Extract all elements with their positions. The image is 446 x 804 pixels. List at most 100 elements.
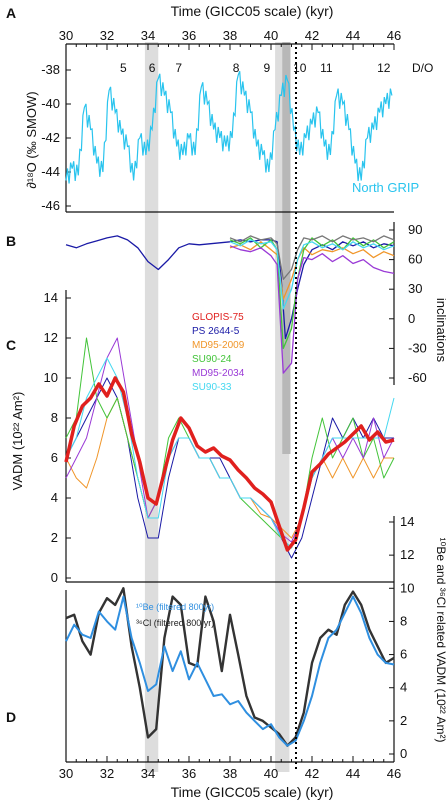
b-y-ticks: 90 60 30 0 -30 -60 [389, 222, 427, 385]
series-inclination-0 [65, 235, 395, 340]
bottom-tick-label: 40 [264, 766, 278, 781]
top-axis-ticks: 30 32 34 36 38 40 42 44 46 [59, 28, 401, 50]
bottom-tick-label: 44 [346, 766, 360, 781]
ngrip-label: North GRIP [352, 180, 419, 195]
shade-band-dark [282, 42, 291, 454]
do-event-label: 8 [233, 61, 240, 75]
top-tick-label: 36 [182, 28, 196, 43]
y-tick-label: 2 [51, 530, 58, 545]
panel-label-a: A [6, 5, 16, 21]
shaded-intervals [144, 42, 291, 772]
do-event-label: 7 [175, 61, 182, 75]
series-inclination-5 [229, 235, 395, 280]
do-event-label: 9 [264, 61, 271, 75]
panel-label-d: D [6, 709, 16, 725]
y-tick-label: 6 [400, 647, 407, 662]
top-tick-label: 42 [305, 28, 319, 43]
plot-a [65, 70, 393, 184]
be10-label: ¹⁰Be (filtered 800yr) [136, 602, 214, 612]
series-be10 [65, 595, 395, 747]
do-event-label: 5 [120, 61, 127, 75]
series-glopis-75 [64, 376, 395, 552]
y-tick-label: 10 [400, 580, 414, 595]
series-north-grip [65, 70, 393, 184]
top-tick-label: 38 [223, 28, 237, 43]
bottom-axis-ticks: 30 32 34 36 38 40 42 44 46 [59, 756, 401, 781]
do-event-label: 10 [293, 61, 307, 75]
y-tick-label: 0 [408, 311, 415, 326]
top-tick-label: 30 [59, 28, 73, 43]
series-ps 2644-5 [65, 377, 394, 559]
bottom-tick-label: 36 [182, 766, 196, 781]
bottom-tick-label: 38 [223, 766, 237, 781]
panel-label-b: B [6, 233, 16, 249]
y-tick-label: 60 [408, 252, 422, 267]
series-inclination-3 [229, 245, 395, 374]
y-tick-label: -42 [41, 130, 60, 145]
y-tick-label: -60 [408, 370, 427, 385]
legend-entry: PS 2644-5 [192, 326, 240, 337]
y-tick-label: 30 [408, 281, 422, 296]
series-md95-2009 [65, 397, 394, 539]
do-event-labels: 5 6 7 8 9 10 11 12 [120, 61, 391, 75]
y-tick-label: 12 [44, 330, 58, 345]
axis-label-d: ¹⁰Be and ³⁶Cl related VADM (10²² Am²) [434, 538, 446, 743]
y-tick-label: 0 [51, 570, 58, 585]
top-tick-label: 46 [387, 28, 401, 43]
top-axis-title: Time (GICC05 scale) (kyr) [171, 3, 334, 19]
y-tick-label: 8 [51, 410, 58, 425]
series-su90-33 [65, 357, 395, 549]
top-tick-label: 32 [100, 28, 114, 43]
legend-entry: GLOPIS-75 [192, 312, 244, 323]
series-inclination-1 [229, 241, 395, 300]
y-tick-label: -46 [41, 198, 60, 213]
legend-entry: MD95-2034 [192, 368, 245, 379]
d-y-ticks: 14 12 10 8 6 4 2 0 [65, 514, 414, 762]
axis-label-c: VADM (10²² Am²) [10, 392, 25, 491]
y-tick-label: -44 [41, 164, 60, 179]
do-header: D/O [412, 61, 433, 75]
bottom-axis-title: Time (GICC05 scale) (kyr) [171, 784, 334, 800]
do-event-label: 11 [320, 61, 333, 75]
top-tick-label: 34 [141, 28, 155, 43]
bottom-tick-label: 46 [387, 766, 401, 781]
y-tick-label: -38 [41, 62, 60, 77]
legend-entry: MD95-2009 [192, 340, 245, 351]
axis-label-b: inclinations [434, 298, 446, 363]
y-tick-label: 6 [51, 450, 58, 465]
y-tick-label: 0 [400, 746, 407, 761]
bottom-tick-label: 30 [59, 766, 73, 781]
bottom-tick-label: 42 [305, 766, 319, 781]
top-tick-label: 40 [264, 28, 278, 43]
bottom-tick-label: 32 [100, 766, 114, 781]
c-y-ticks: 14 12 10 8 6 4 2 0 [44, 290, 394, 585]
y-tick-label: 12 [400, 547, 414, 562]
y-tick-label: 14 [400, 514, 414, 529]
y-tick-label: 8 [400, 613, 407, 628]
shade-band-34 [144, 42, 159, 772]
plot-d [65, 587, 395, 747]
plot-b [65, 235, 395, 374]
plot-c [64, 337, 395, 559]
legend-entry: SU90-33 [192, 382, 232, 393]
a-y-ticks: -38 -40 -42 -44 -46 [41, 44, 394, 213]
y-tick-label: 4 [400, 680, 407, 695]
series-inclination-4 [229, 239, 395, 310]
do-event-label: 12 [377, 61, 391, 75]
legend-entry: SU90-24 [192, 354, 232, 365]
axis-label-a: ∂¹⁸O (‰ SMOW) [24, 91, 39, 188]
legend-c: GLOPIS-75 PS 2644-5 MD95-2009 SU90-24 MD95-2… [192, 312, 245, 393]
y-tick-label: 2 [400, 713, 407, 728]
y-tick-label: 14 [44, 290, 58, 305]
y-tick-label: -40 [41, 96, 60, 111]
y-tick-label: 4 [51, 490, 58, 505]
panel-label-c: C [6, 337, 16, 353]
y-tick-label: -30 [408, 340, 427, 355]
top-tick-label: 44 [346, 28, 360, 43]
y-tick-label: 90 [408, 222, 422, 237]
do-event-label: 6 [149, 61, 156, 75]
bottom-tick-label: 34 [141, 766, 155, 781]
y-tick-label: 10 [44, 370, 58, 385]
cl36-label: ³⁶Cl (filtered 800 yr) [136, 618, 214, 628]
